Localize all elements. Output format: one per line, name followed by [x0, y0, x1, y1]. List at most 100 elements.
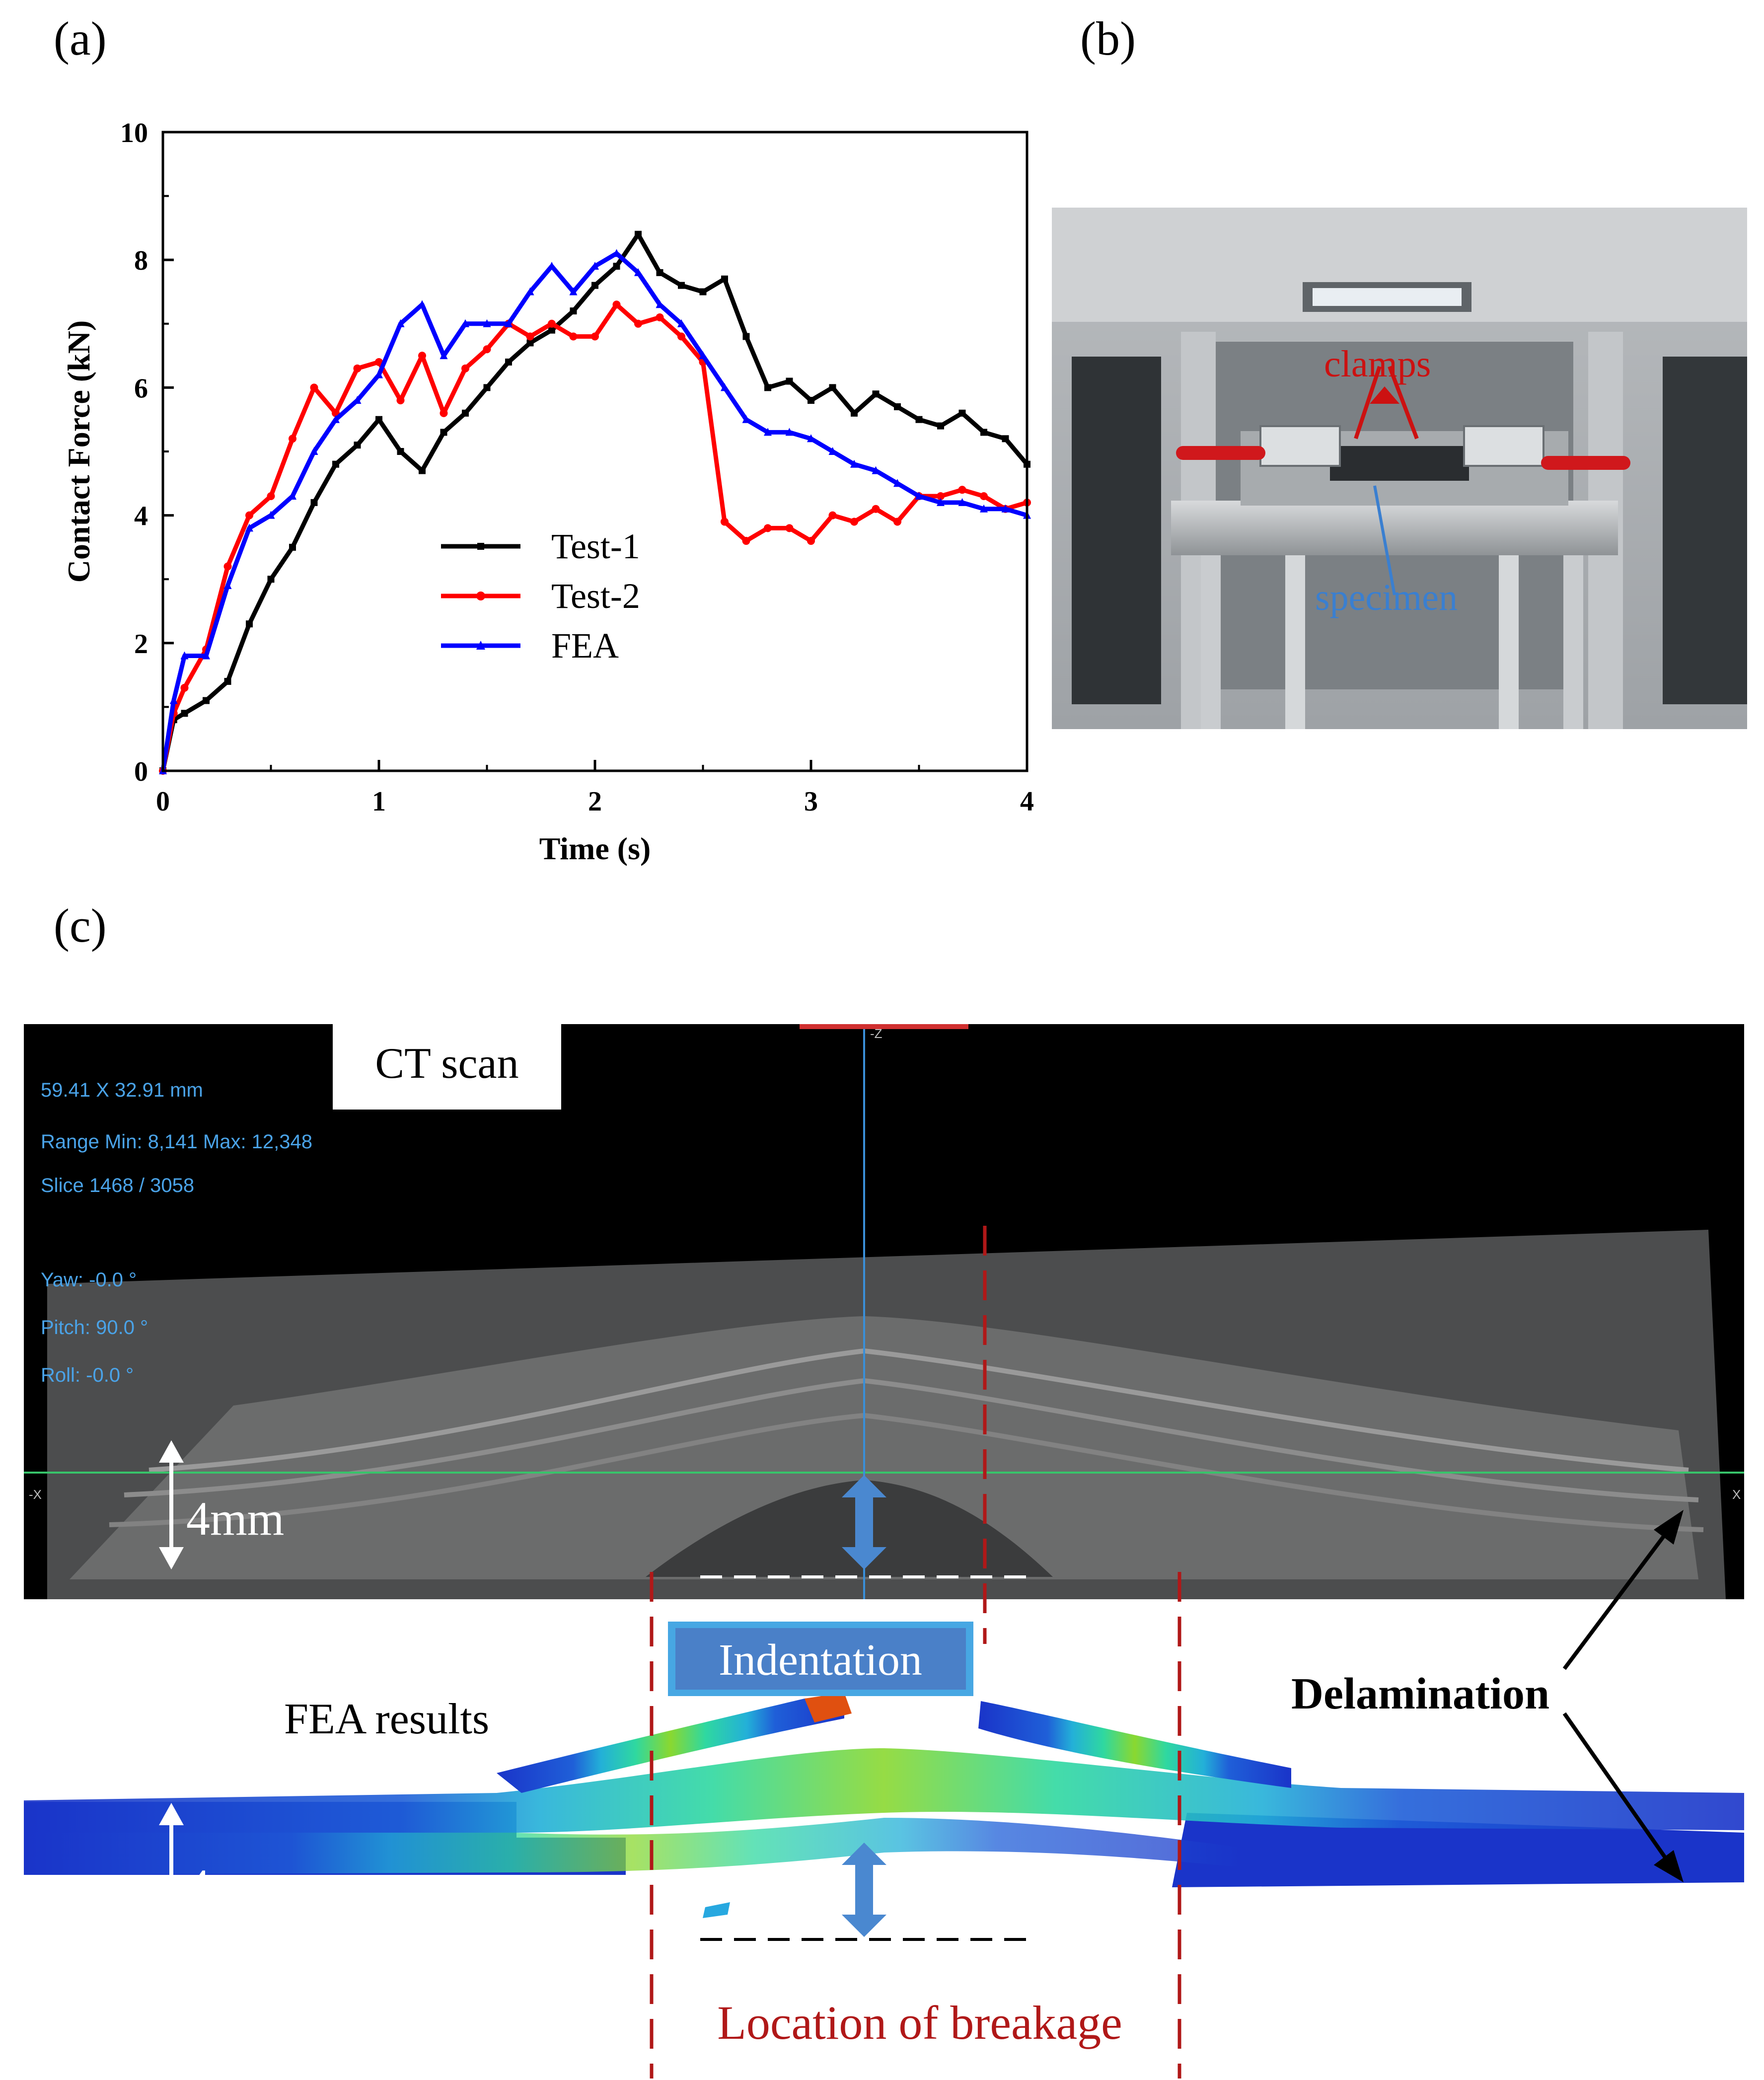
point-test-1-17: [505, 358, 512, 366]
point-fea-21: [591, 262, 599, 270]
point-fea-24: [656, 300, 664, 308]
legend-marker-test-1: [477, 543, 484, 550]
point-test-1-10: [354, 442, 361, 449]
fea-indentation-arrow-bottom: [842, 1915, 886, 1937]
point-test-2-8: [310, 383, 318, 392]
clamps-arrow-head: [1370, 386, 1399, 404]
point-test-2-14: [440, 409, 448, 417]
ct-label: CT scan: [375, 1040, 518, 1088]
point-fea-36: [915, 492, 923, 500]
y-tick-label-0: 0: [134, 756, 148, 787]
point-test-2-23: [634, 319, 642, 328]
ct-thickness-arrow-top: [159, 1440, 184, 1463]
point-fea-3: [202, 651, 210, 660]
left-clamp: [1259, 425, 1341, 467]
point-fea-29: [764, 428, 772, 436]
point-test-2-4: [223, 562, 232, 571]
point-test-1-31: [808, 397, 814, 404]
point-fea-2: [180, 651, 189, 660]
point-test-2-13: [418, 352, 426, 360]
fea-stress-peak: [805, 1693, 852, 1722]
table-leg-4: [1563, 555, 1583, 729]
point-test-1-28: [742, 333, 750, 340]
contact-force-chart: 0 1 2 3 4 0 2 4 6 8 10 Time (s) Contact Force (kN)…: [61, 118, 1034, 866]
y-tick-label-4: 8: [134, 245, 148, 276]
ct-yaw: Yaw: -0.0 °: [41, 1269, 137, 1291]
y-tick-label-5: 10: [120, 118, 148, 149]
fea-thickness-arrow-top: [159, 1803, 184, 1825]
ct-indentation-arrow-top: [842, 1475, 886, 1497]
legend-marker-fea: [476, 641, 485, 650]
point-fea-30: [785, 428, 794, 436]
ct-pitch: Pitch: 90.0 °: [41, 1317, 148, 1338]
right-window: [1663, 357, 1747, 704]
legend-label-fea: FEA: [551, 626, 619, 666]
point-test-2-11: [375, 358, 383, 366]
point-fea-40: [1001, 504, 1010, 513]
point-fea-10: [353, 396, 362, 404]
ct-ply-line-2: [124, 1378, 1699, 1502]
ct-label-box: [333, 1024, 561, 1110]
point-fea-38: [958, 498, 966, 506]
point-test-1-34: [872, 390, 880, 398]
ct-laminate-bulge: [70, 1316, 1698, 1579]
x-tick-label-3: 3: [804, 786, 818, 817]
point-test-1-29: [764, 384, 771, 391]
point-test-1-3: [203, 697, 210, 704]
plot-frame: [161, 131, 1029, 772]
fea-label: FEA results: [284, 1695, 489, 1743]
point-test-2-27: [721, 518, 729, 526]
indentation-label: Indentation: [719, 1635, 922, 1685]
point-test-1-32: [829, 384, 836, 391]
ct-range: Range Min: 8,141 Max: 12,348: [41, 1131, 312, 1153]
point-test-1-14: [440, 429, 447, 436]
point-test-2-16: [483, 345, 491, 354]
point-fea-18: [526, 287, 534, 296]
point-test-1-36: [915, 416, 923, 423]
fea-bottom-ply-right: [1172, 1813, 1744, 1887]
point-fea-20: [569, 287, 578, 296]
point-fea-23: [634, 268, 642, 276]
ct-thickness-label: 4mm: [186, 1492, 284, 1545]
ceiling-light-panel: [1313, 288, 1462, 306]
point-test-2-33: [850, 518, 858, 526]
point-test-1-27: [721, 275, 728, 283]
series-line-test-2: [160, 302, 1028, 771]
point-fea-32: [828, 447, 837, 455]
point-fea-14: [440, 351, 448, 360]
table-leg-1: [1201, 555, 1221, 729]
y-tick-label-3: 6: [134, 373, 148, 404]
point-test-2-30: [785, 524, 794, 532]
point-fea-34: [872, 466, 880, 474]
left-window: [1072, 357, 1161, 704]
point-test-2-10: [353, 364, 362, 372]
point-test-2-18: [526, 332, 534, 341]
point-fea-31: [807, 434, 815, 443]
delamination-label: Delamination: [1291, 1669, 1549, 1718]
point-test-2-25: [677, 332, 685, 341]
ct-indentation-cavity: [646, 1480, 1053, 1577]
point-test-1-21: [591, 282, 598, 289]
x-axis-label: Time (s): [539, 831, 651, 866]
right-clamp: [1463, 425, 1544, 467]
test-rig-photo: clamps specimen: [1052, 208, 1747, 729]
point-test-1-8: [310, 499, 318, 506]
point-test-2-20: [569, 332, 578, 341]
point-test-1-23: [635, 230, 642, 238]
delamination-arrow-up: [1562, 1528, 1671, 1670]
specimen-annotation: specimen: [1315, 577, 1458, 618]
delamination-arrow-down-head: [1654, 1850, 1684, 1882]
point-test-1-12: [397, 448, 404, 455]
legend-marker-test-2: [476, 592, 485, 600]
point-test-2-38: [958, 486, 966, 494]
point-fea-9: [332, 415, 340, 423]
x-tick-label-2: 2: [588, 786, 602, 817]
series-line-test-1: [160, 232, 1029, 771]
point-test-2-19: [548, 319, 556, 328]
point-test-2-7: [289, 435, 296, 443]
point-test-1-5: [246, 620, 253, 628]
clamps-arrow-left: [1354, 366, 1382, 440]
point-test-2-34: [872, 505, 880, 513]
point-test-2-31: [807, 537, 815, 545]
ct-indentation-arrow: [855, 1492, 873, 1552]
